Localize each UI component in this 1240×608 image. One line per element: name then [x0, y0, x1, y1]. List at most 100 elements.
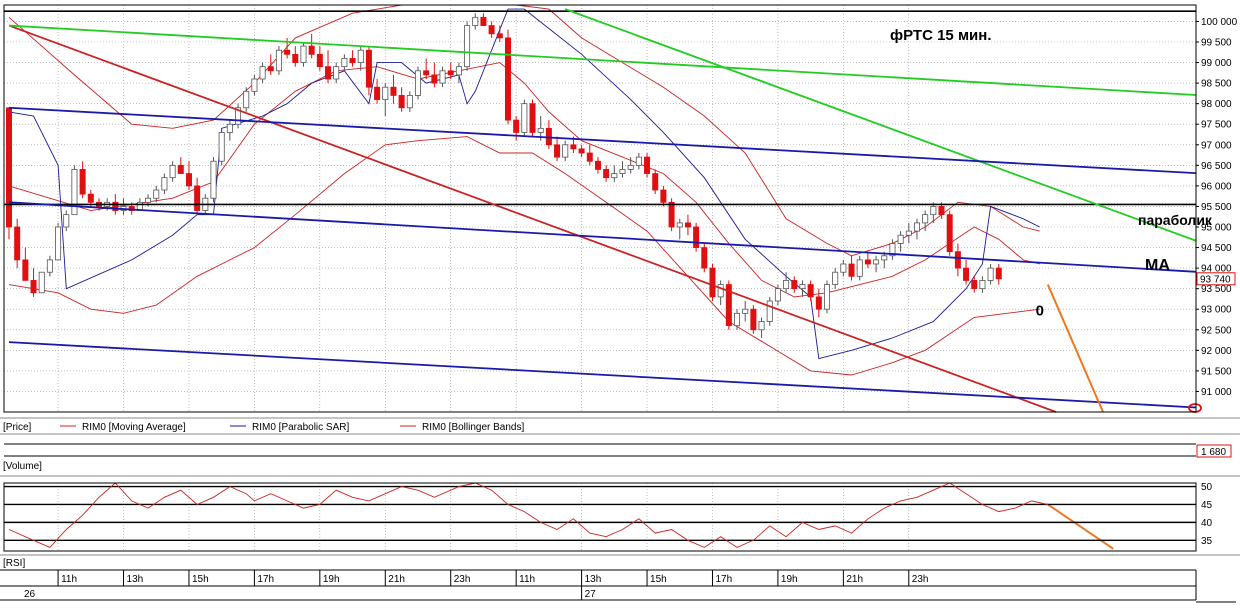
- candle-body: [333, 66, 340, 80]
- forecast-arrow-rsi: [1047, 503, 1114, 550]
- candle-body: [660, 189, 667, 203]
- candle-body: [447, 70, 454, 76]
- chart-title: фРТС 15 мин.: [890, 27, 992, 44]
- candle-body: [537, 127, 544, 133]
- trend-line: [8, 201, 1197, 273]
- candle-body: [374, 86, 381, 100]
- candle-body: [63, 214, 70, 228]
- candle-body: [488, 25, 495, 35]
- candle-body: [145, 197, 152, 203]
- rsi-plot: [4, 482, 1196, 548]
- candle-body: [235, 107, 242, 125]
- candle-body: [619, 169, 626, 174]
- candle-body: [864, 259, 871, 265]
- candles: [6, 13, 1002, 338]
- candle-body: [79, 169, 86, 195]
- price-tick-label: 92 000: [1201, 346, 1232, 357]
- candle-body: [185, 173, 192, 187]
- price-tick-label: 96 000: [1201, 181, 1232, 192]
- candle-body: [799, 284, 806, 290]
- candle-body: [995, 267, 1002, 280]
- time-label: 21h: [846, 574, 863, 585]
- volume-panel-label: [Volume]: [3, 461, 42, 472]
- time-label: 13h: [127, 574, 144, 585]
- candle-body: [734, 312, 741, 327]
- candle-body: [513, 119, 520, 133]
- time-label: 15h: [650, 574, 667, 585]
- price-tick-label: 91 500: [1201, 366, 1232, 377]
- price-tick-label: 97 000: [1201, 140, 1232, 151]
- axis-labels: 100 000 99 500 99 000 98 500 98 000 97 500 97 …: [3, 17, 1238, 600]
- date-label: 27: [585, 589, 597, 600]
- candle-body: [38, 271, 45, 294]
- candle-body: [226, 123, 233, 133]
- price-tick-label: 96 500: [1201, 161, 1232, 172]
- candle-body: [971, 280, 978, 290]
- candle-body: [717, 284, 724, 298]
- price-tick-label: 91 000: [1201, 387, 1232, 398]
- candle-body: [594, 160, 601, 170]
- candle-body: [308, 45, 315, 55]
- moving-average-line: [8, 62, 1040, 298]
- candle-body: [341, 58, 348, 68]
- candle-body: [439, 70, 446, 84]
- candle-body: [382, 86, 389, 100]
- candle-body: [365, 49, 372, 88]
- candle-body: [979, 280, 986, 290]
- candle-body: [259, 66, 266, 80]
- trend-line: [8, 24, 1057, 413]
- candle-body: [570, 144, 577, 150]
- candle-body: [161, 177, 168, 191]
- time-label: 17h: [257, 574, 274, 585]
- candle-body: [635, 156, 642, 166]
- price-tick-label: 95 000: [1201, 223, 1232, 234]
- rsi-panel-frame: [3, 482, 1197, 552]
- candle-body: [848, 263, 855, 277]
- candle-body: [676, 222, 683, 228]
- ma-annotation: МА: [1145, 257, 1170, 274]
- price-tick-label: 99 000: [1201, 58, 1232, 69]
- candle-body: [963, 267, 970, 281]
- candle-body: [300, 45, 307, 63]
- rsi-tick-label: 35: [1201, 536, 1213, 547]
- candle-body: [889, 243, 896, 257]
- candle-body: [922, 214, 929, 224]
- time-label: 13h: [585, 574, 602, 585]
- candle-body: [586, 152, 593, 162]
- candle-body: [194, 185, 201, 211]
- price-tick-label: 94 500: [1201, 243, 1232, 254]
- last-price-label: 93 740: [1200, 274, 1231, 285]
- candle-body: [873, 259, 880, 265]
- candle-body: [390, 86, 397, 96]
- candle-body: [742, 308, 749, 314]
- candle-body: [218, 132, 225, 162]
- candle-body: [652, 173, 659, 191]
- candle-body: [668, 201, 675, 228]
- candle-body: [709, 267, 716, 298]
- time-label: 19h: [323, 574, 340, 585]
- rsi-panel-label: [RSI]: [3, 558, 25, 569]
- forecast-arrow-price: [1046, 284, 1104, 413]
- candle-body: [774, 288, 781, 302]
- candle-body: [357, 49, 364, 63]
- candle-body: [783, 280, 790, 290]
- panel-frames: [0, 4, 1240, 603]
- time-label: 17h: [715, 574, 732, 585]
- candle-body: [938, 206, 945, 216]
- candle-body: [423, 70, 430, 76]
- candle-body: [840, 263, 847, 273]
- candle-body: [464, 25, 471, 68]
- trend-lines: 0: [4, 8, 1202, 550]
- date-label: 26: [24, 589, 36, 600]
- price-tick-label: 98 000: [1201, 99, 1232, 110]
- candle-body: [406, 95, 413, 109]
- candle-body: [14, 226, 21, 261]
- price-tick-label: 93 500: [1201, 284, 1232, 295]
- time-label: 23h: [454, 574, 471, 585]
- candle-body: [55, 226, 62, 261]
- candle-body: [275, 49, 282, 72]
- candle-body: [284, 49, 291, 55]
- candle-body: [6, 107, 12, 228]
